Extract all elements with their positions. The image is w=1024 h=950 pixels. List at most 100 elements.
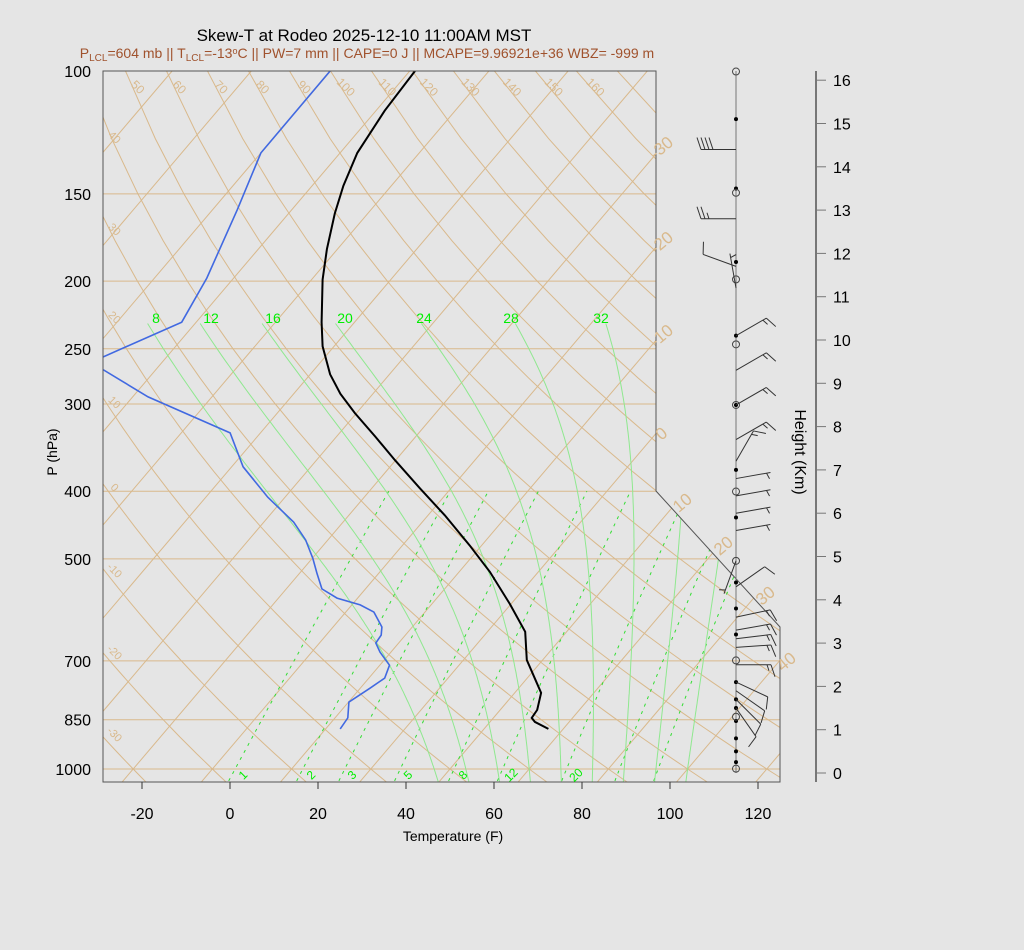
wind-barb [702, 241, 737, 267]
height-tick-label: 13 [833, 203, 851, 220]
wind-level-dot [734, 749, 738, 754]
wind-level-circle [732, 487, 740, 496]
mixing-ratio-label: 1 [236, 767, 251, 782]
dry-adiabat-label: 80 [253, 77, 273, 97]
wind-barb-flag [760, 710, 766, 724]
wind-barb [719, 560, 737, 594]
dry-adiabat-line [103, 71, 470, 782]
wind-barb-staff [735, 317, 767, 337]
isotherm-line [103, 71, 331, 782]
dry-adiabat-line [699, 71, 780, 782]
dry-adiabat-label: 10 [106, 394, 123, 411]
wind-barb [735, 430, 766, 462]
y-tick-label: 200 [64, 274, 91, 291]
wind-barb-half-flag [762, 319, 768, 325]
dry-adiabat-label: 70 [211, 77, 231, 97]
wind-barb-staff [735, 623, 771, 631]
wind-barb [735, 352, 777, 371]
wind-barb-staff [735, 489, 771, 497]
mixing-ratio-line [653, 491, 771, 782]
temperature-profile-line [320, 71, 549, 730]
wind-barb [729, 253, 737, 289]
wind-barb-flag [764, 566, 776, 575]
wind-barb [735, 699, 762, 736]
dry-adiabat-line [103, 71, 630, 782]
wind-barb-staff [735, 707, 757, 738]
wind-barb-flag [700, 137, 706, 150]
wind-barb-half-flag [766, 664, 770, 671]
mixing-ratio-line [296, 490, 451, 782]
dry-adiabat-line [453, 71, 780, 782]
wind-level-dot [734, 760, 738, 765]
wind-barb-flag [765, 421, 777, 431]
dry-adiabat-line [371, 71, 780, 782]
x-tick-label: 20 [309, 806, 327, 823]
wind-barb [735, 471, 771, 480]
wind-barb-staff [735, 681, 768, 698]
dry-adiabat-line [166, 71, 780, 782]
dry-adiabat-label: 120 [417, 75, 441, 99]
moist-adiabat-line [420, 323, 562, 782]
moist-adiabat-line [605, 323, 635, 782]
dry-adiabat-label: 60 [170, 77, 190, 97]
mixing-ratio-label: 5 [401, 767, 416, 782]
wind-barb [735, 523, 771, 532]
height-tick-label: 5 [833, 550, 842, 567]
moist-adiabat-line [335, 323, 532, 782]
wind-barb [736, 664, 776, 677]
height-tick-label: 3 [833, 636, 842, 653]
wind-barb [735, 317, 777, 337]
wind-barb-staff [735, 609, 771, 618]
wind-barb-flag [748, 736, 757, 748]
wind-level-circle [732, 400, 740, 409]
moist-adiabat-label: 28 [503, 310, 519, 326]
wind-barb-half-flag [762, 389, 768, 395]
dry-adiabat-line [103, 71, 389, 782]
wind-barb [735, 681, 769, 710]
isotherm-label: 30 [752, 582, 779, 609]
wind-barb [696, 206, 736, 220]
x-tick-label: 60 [485, 806, 503, 823]
wind-level-dot [734, 467, 738, 472]
subtitle-part: P [80, 45, 89, 61]
y-tick-label: 100 [64, 64, 91, 81]
mixing-ratio-line [228, 490, 390, 782]
wind-barb-staff [735, 690, 765, 712]
wind-barb [735, 690, 766, 724]
mixing-ratio-line [614, 490, 736, 782]
wind-barb-flag [754, 723, 762, 736]
wind-barb-half-flag [762, 423, 768, 429]
dry-adiabat-line [494, 71, 780, 782]
subtitle-part: =604 mb || T [107, 45, 186, 61]
height-tick-label: 4 [833, 593, 842, 610]
wind-barb-half-flag [706, 212, 710, 219]
height-tick-label: 8 [833, 420, 842, 437]
wind-barb-staff [735, 699, 762, 725]
height-tick-label: 12 [833, 246, 851, 263]
isotherm-line [595, 71, 780, 782]
y-tick-label: 700 [64, 654, 91, 671]
mixing-ratio-line [338, 490, 489, 782]
wind-barb [735, 506, 771, 514]
wind-level-dot [734, 117, 738, 122]
wind-barb [735, 387, 777, 406]
x-tick-label: 120 [745, 806, 772, 823]
y-tick-label: 300 [64, 397, 91, 414]
moist-adiabat-line [653, 323, 687, 782]
dry-adiabat-label: -10 [104, 561, 124, 581]
height-tick-label: 2 [833, 679, 842, 696]
height-tick-label: 0 [833, 766, 842, 783]
y-tick-label: 250 [64, 342, 91, 359]
height-tick-label: 16 [833, 73, 851, 90]
dry-adiabat-line [781, 71, 1024, 784]
dry-adiabat-label: 150 [542, 75, 566, 99]
wind-barb [735, 623, 777, 636]
wind-level-circle [732, 340, 740, 349]
chart-subtitle: PLCL=604 mb || TLCL=-13oC || PW=7 mm || … [80, 45, 654, 64]
chart-title: Skew-T at Rodeo 2025-12-10 11:00AM MST [197, 26, 532, 45]
y-tick-label: 500 [64, 552, 91, 569]
dry-adiabat-label: 100 [334, 75, 358, 99]
wind-barb-flag [770, 634, 777, 647]
height-tick-label: 9 [833, 376, 842, 393]
moist-adiabat-label: 24 [416, 310, 432, 326]
